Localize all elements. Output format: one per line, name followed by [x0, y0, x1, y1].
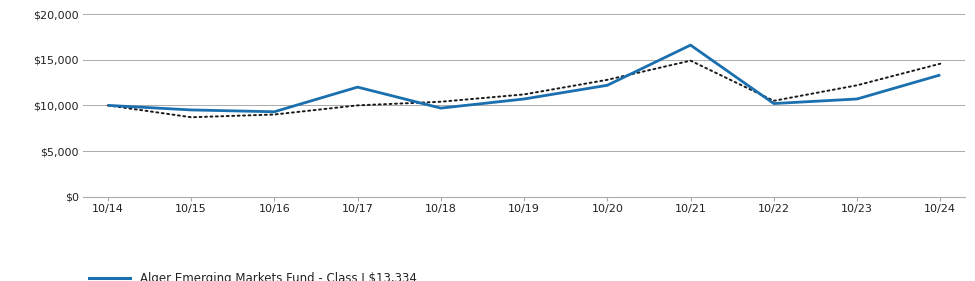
Legend: Alger Emerging Markets Fund - Class I $13,334, MSCI Emerging Markets Index $14,5: Alger Emerging Markets Fund - Class I $1…: [89, 272, 416, 281]
